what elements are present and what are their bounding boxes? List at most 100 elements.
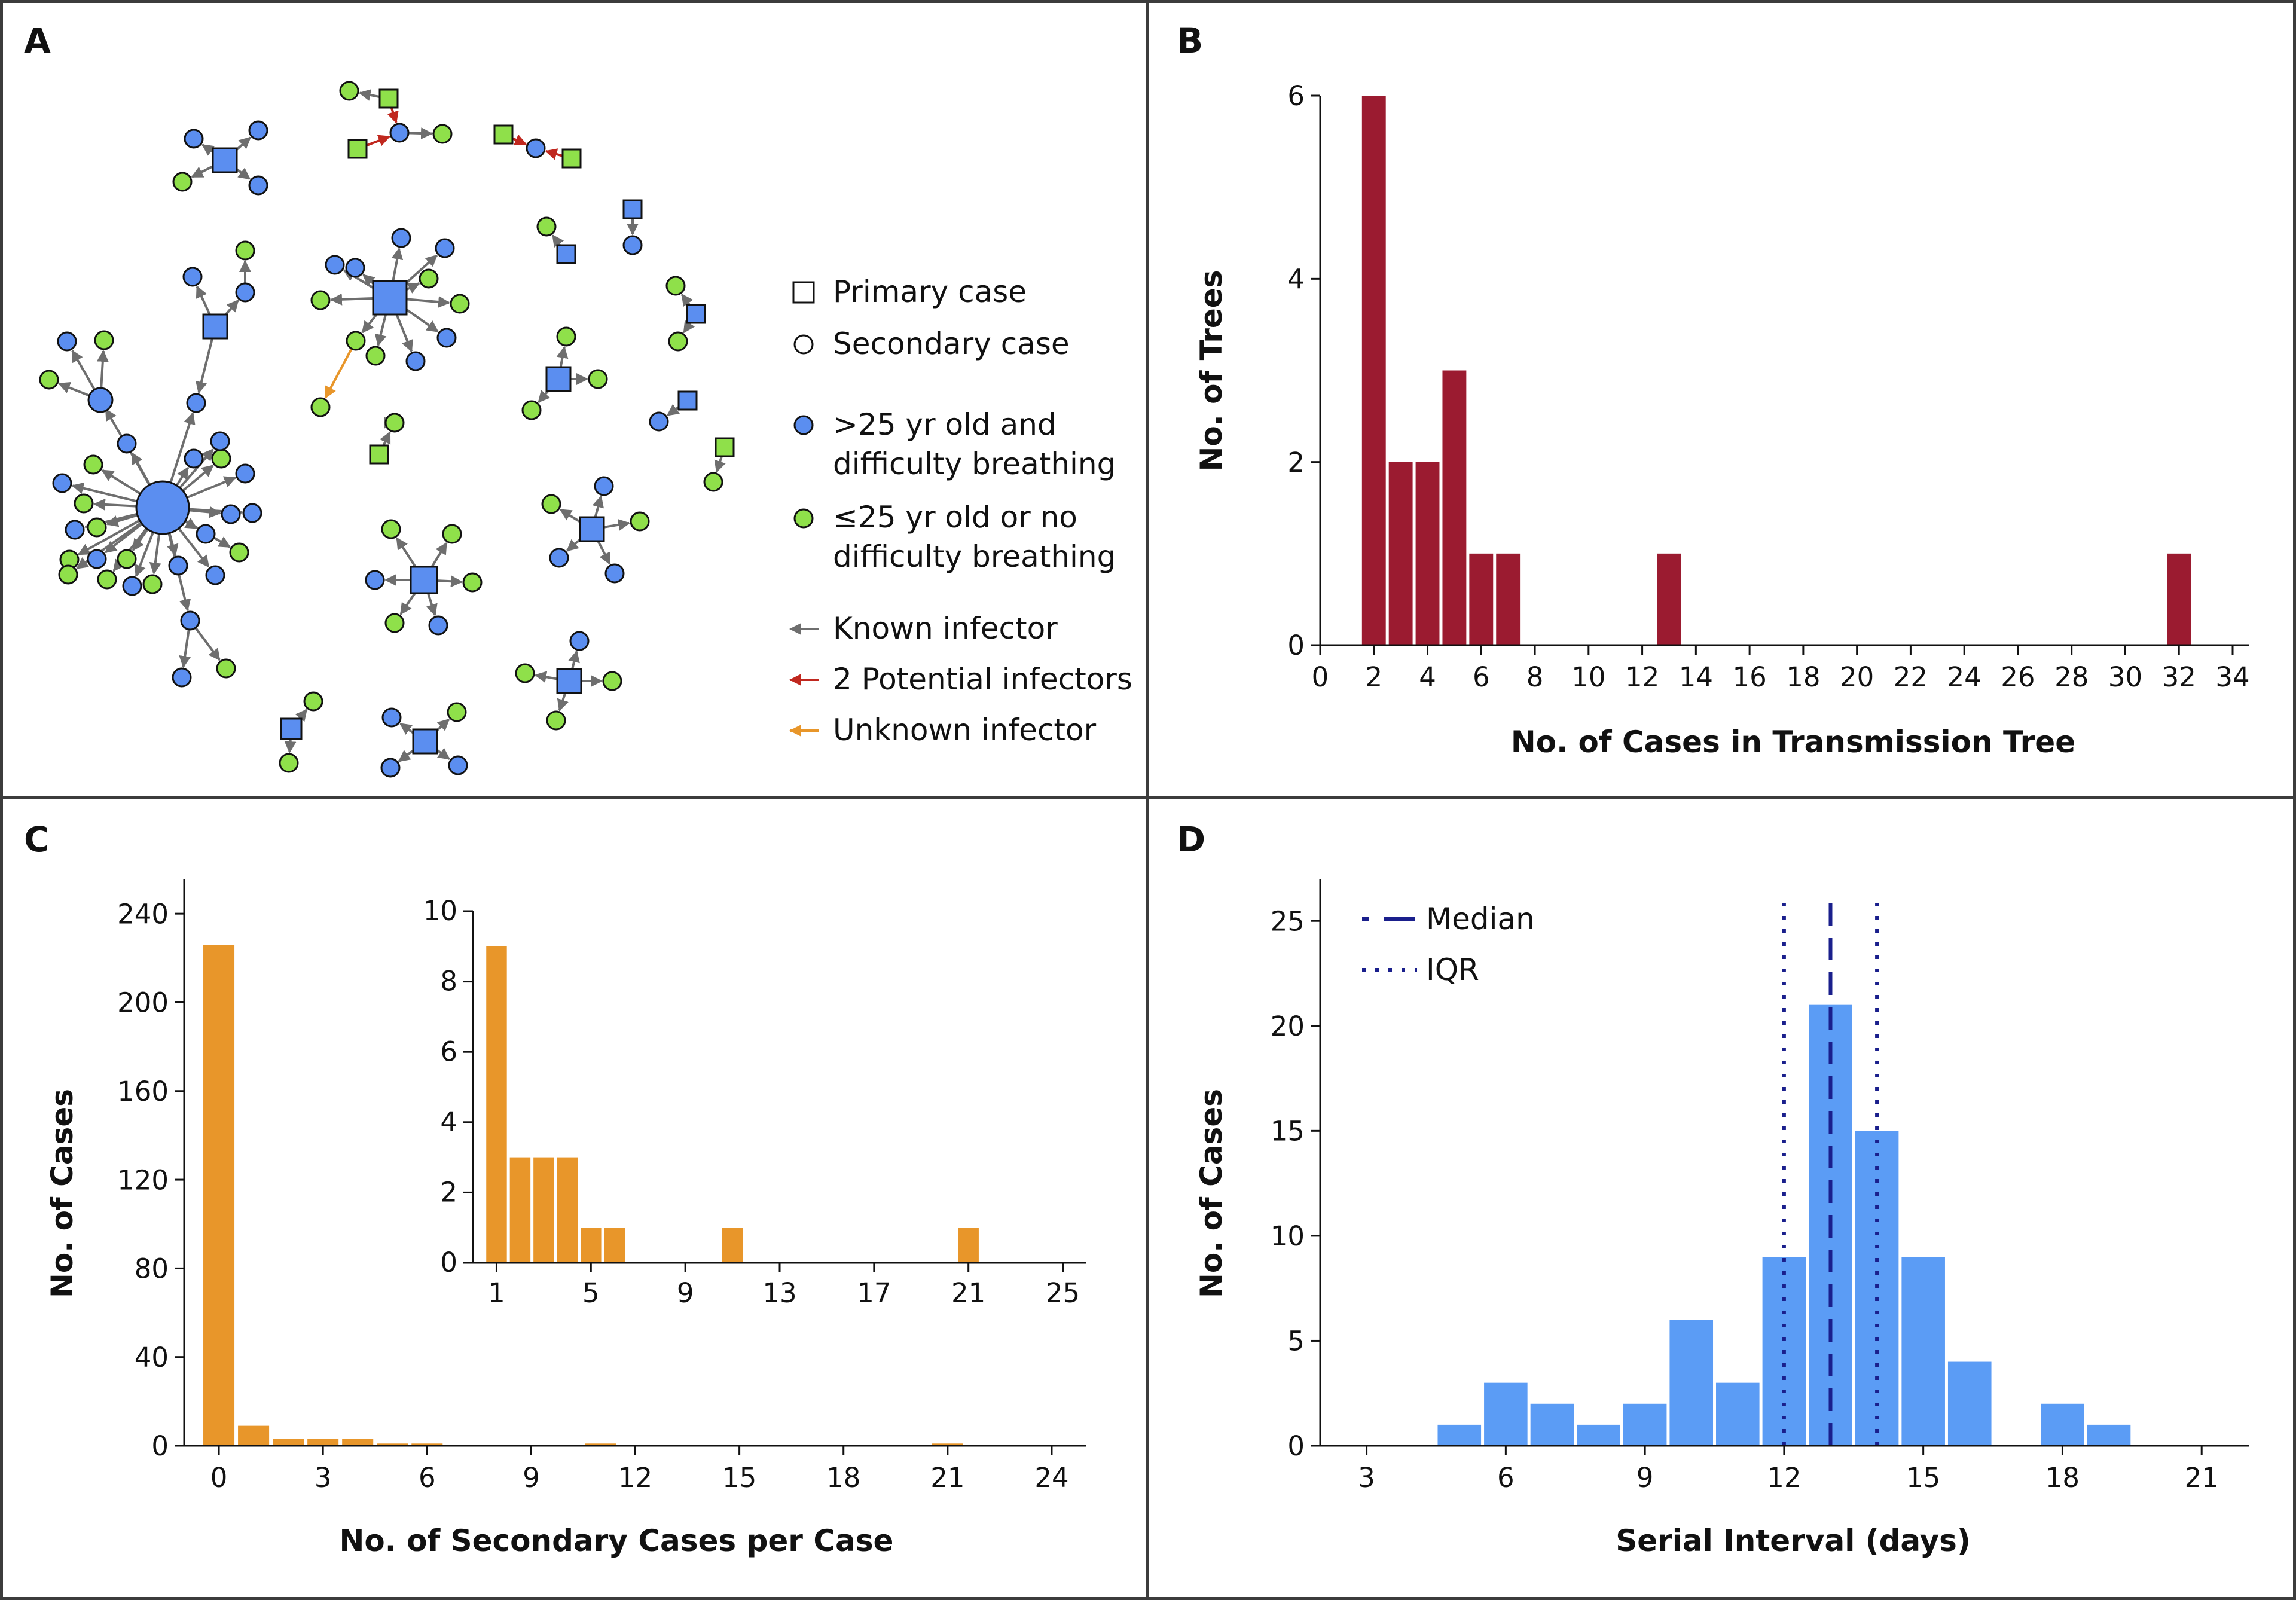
chart-b-x-tick-label: 32 xyxy=(2162,661,2196,693)
chart-d-axes: 3 6 9 12 15 18 21 0 5 10 15 20 25 xyxy=(1271,879,2249,1494)
known-infector-edge xyxy=(93,498,137,511)
secondary-case-node xyxy=(235,282,255,303)
secondary-case-node xyxy=(74,493,94,514)
chart-c-inset-y-tick-label: 0 xyxy=(440,1247,457,1278)
panel-divider-vertical xyxy=(1146,0,1149,1600)
primary-case-node xyxy=(280,717,303,740)
primary-case-node xyxy=(556,668,582,694)
secondary-case-node xyxy=(205,565,225,585)
chart-c-y-tick-label: 200 xyxy=(117,987,169,1019)
primary-case-node xyxy=(347,139,368,159)
secondary-case-node xyxy=(526,138,546,158)
chart-b-x-tick-label: 0 xyxy=(1312,661,1329,693)
chart-c-bar xyxy=(307,1439,339,1446)
chart-b-x-tick-label: 8 xyxy=(1526,661,1544,693)
known-infector-edge xyxy=(556,346,569,368)
secondary-case-node xyxy=(325,255,345,275)
secondary-case-node xyxy=(211,448,231,469)
secondary-case-node xyxy=(380,758,401,778)
legend-iqr: IQR xyxy=(1426,952,1479,987)
chart-c-inset-bars xyxy=(486,946,979,1263)
chart-d-bar xyxy=(1623,1403,1667,1446)
known-infector-edge xyxy=(77,519,141,555)
chart-c-bar xyxy=(238,1425,270,1446)
secondary-case-node xyxy=(391,228,411,248)
primary-case-node xyxy=(372,280,408,316)
chart-d-bar xyxy=(1901,1257,1945,1446)
panel-a-label: A xyxy=(24,20,51,61)
known-infector-edge xyxy=(596,539,611,565)
chart-d-y-tick-label: 10 xyxy=(1271,1220,1305,1252)
known-infector-edge xyxy=(104,523,143,554)
chart-b-y-tick-label: 0 xyxy=(1287,630,1305,661)
secondary-case-node xyxy=(405,351,426,371)
secondary-case-node xyxy=(97,569,117,590)
chart-c-inset-bar xyxy=(604,1228,625,1263)
chart-d-bar xyxy=(1855,1131,1899,1446)
secondary-case-node xyxy=(588,369,608,389)
known-infector-edge xyxy=(374,313,387,347)
chart-b-bars xyxy=(1361,96,2191,645)
chart-c-x-tick-label: 0 xyxy=(210,1462,228,1494)
chart-c-inset-x-tick-label: 17 xyxy=(857,1277,891,1309)
secondary-case-node xyxy=(39,370,59,390)
chart-d-x-tick-label: 6 xyxy=(1497,1462,1515,1494)
chart-d-bar xyxy=(1947,1361,1992,1446)
chart-d-bar xyxy=(2087,1424,2131,1446)
secondary-case-node xyxy=(57,331,77,352)
known-infector-edge xyxy=(196,285,212,316)
secondary-case-node xyxy=(569,631,590,651)
secondary-case-node xyxy=(339,81,359,101)
secondary-case-node xyxy=(436,328,457,348)
primary-case-node xyxy=(493,124,514,145)
chart-d-y-tick-label: 25 xyxy=(1271,905,1305,937)
chart-c-bar xyxy=(411,1443,443,1446)
chart-c-inset-x-tick-label: 25 xyxy=(1046,1277,1080,1309)
secondary-case-node xyxy=(184,448,204,469)
chart-d-y-tick-label: 20 xyxy=(1271,1010,1305,1042)
chart-c-x-tick-label: 9 xyxy=(523,1462,540,1494)
secondary-case-node xyxy=(604,563,625,584)
network-edges xyxy=(57,89,726,762)
secondary-case-node xyxy=(346,331,366,351)
chart-b-x-tick-label: 34 xyxy=(2215,661,2249,693)
green-node-symbol xyxy=(793,508,814,529)
chart-c-bar xyxy=(342,1439,374,1446)
chart-c-inset-x-tick-label: 21 xyxy=(951,1277,985,1309)
panel-divider-horizontal xyxy=(0,796,2296,799)
chart-d-bar xyxy=(1716,1382,1760,1446)
known-infector-edge xyxy=(284,738,297,754)
chart-b-bar xyxy=(1469,553,1494,645)
chart-d-bar xyxy=(1484,1382,1528,1446)
secondary-case-node xyxy=(184,129,204,149)
primary-case-node xyxy=(715,437,735,457)
secondary-case-node xyxy=(665,276,686,296)
known-infector-edge xyxy=(329,293,374,306)
legend-under25-line1: ≤25 yr old or no xyxy=(833,500,1077,535)
secondary-case-node xyxy=(248,175,268,196)
secondary-case-node xyxy=(556,326,576,347)
chart-d-legend: Median IQR xyxy=(1362,902,1535,987)
known-infector-edge xyxy=(559,508,583,524)
known-infector-edge xyxy=(134,532,154,578)
secondary-case-node xyxy=(279,753,299,773)
secondary-case-node xyxy=(549,548,569,568)
chart-d-reference-lines xyxy=(1782,903,1879,1446)
chart-b-x-tick-label: 26 xyxy=(2001,661,2035,693)
known-infector-edge xyxy=(436,575,463,588)
primary-case-node xyxy=(622,199,643,219)
secondary-case-node xyxy=(172,172,193,192)
chart-c-y-tick-label: 120 xyxy=(117,1164,169,1196)
secondary-case-node xyxy=(432,124,453,144)
secondary-case-node xyxy=(196,524,216,544)
known-infector-edge xyxy=(178,527,210,568)
chart-c-x-tick-label: 3 xyxy=(315,1462,332,1494)
chart-b-xlabel: No. of Cases in Transmission Tree xyxy=(1511,725,2075,759)
secondary-case-node xyxy=(448,755,468,775)
potential-infector-edge xyxy=(511,134,527,146)
chart-c-inset-bar xyxy=(722,1228,743,1263)
secondary-case-node xyxy=(521,400,542,420)
chart-c-bar xyxy=(273,1439,304,1446)
